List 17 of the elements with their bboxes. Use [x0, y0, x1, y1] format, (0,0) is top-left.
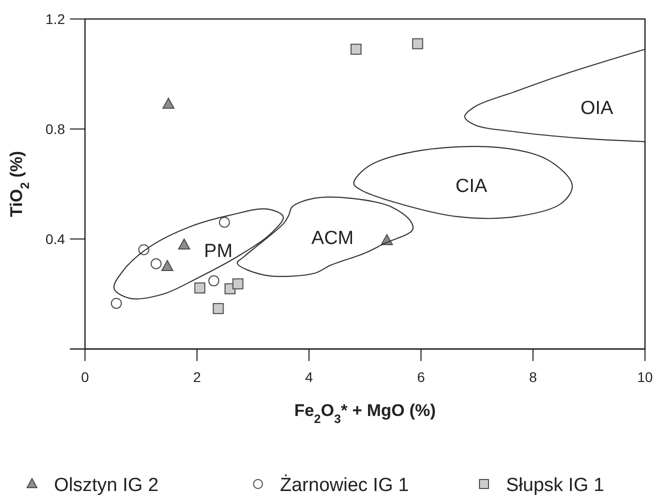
x-tick-label: 10	[637, 369, 653, 385]
annotation: CIA	[456, 176, 488, 198]
x-axis-title: Fe$_{2}$O$_{3}$* + MgO (%)	[294, 401, 436, 426]
x-tick-label: 4	[305, 369, 314, 385]
legend-label: Olsztyn IG 2	[54, 475, 159, 496]
x-tick-label: 2	[193, 369, 202, 385]
x-tick-label: 8	[529, 369, 538, 385]
y-tick-label: 1.2	[46, 11, 66, 27]
y-tick-label: 0.8	[46, 121, 66, 137]
annotation: PM	[204, 241, 233, 262]
x-tick-label: 0	[81, 369, 90, 385]
x-tick-label: 6	[417, 369, 426, 385]
annotation: OIA	[580, 98, 614, 119]
y-tick-label: 0.4	[46, 231, 66, 247]
annotation: ACM	[311, 228, 354, 249]
legend-label: Żarnowiec IG 1	[280, 474, 409, 496]
legend-label: Słupsk IG 1	[506, 475, 604, 496]
